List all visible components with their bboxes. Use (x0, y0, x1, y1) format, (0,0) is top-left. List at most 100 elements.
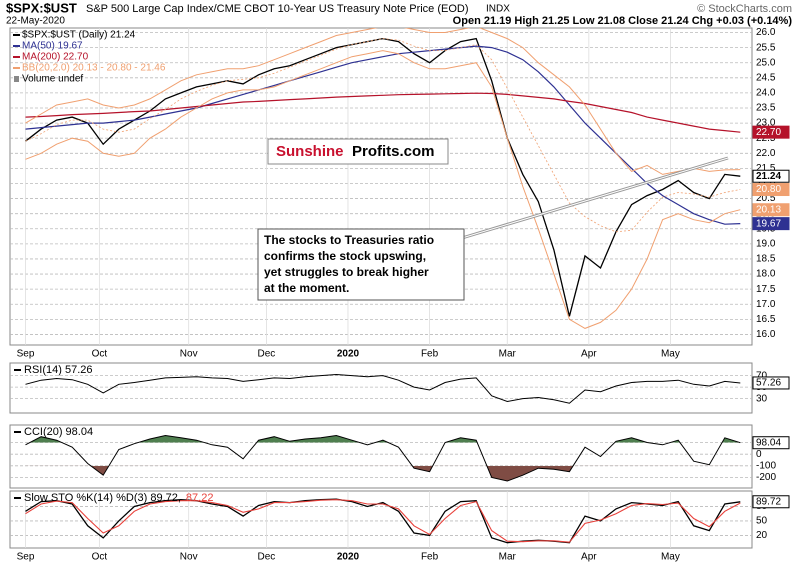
y-tick-label: 23.5 (756, 103, 776, 114)
value-box (752, 169, 790, 183)
value-box (752, 183, 790, 197)
value-box-label: 20.80 (756, 184, 781, 195)
value-box-label: 19.67 (756, 218, 781, 229)
series-line (25, 38, 741, 233)
panel-frame (9, 362, 753, 414)
x-tick-label: Mar (499, 552, 517, 563)
y-tick-label: 22.0 (756, 148, 776, 159)
logo-box (267, 138, 449, 165)
y-tick-label: 17.0 (756, 299, 776, 310)
chart-subtitle: S&P 500 Large Cap Index/CME CBOT 10-Year… (86, 3, 469, 15)
copyright: © StockCharts.com (697, 3, 792, 15)
series-line (25, 499, 741, 543)
legend-label: 87.22 (186, 492, 214, 504)
y-tick-label: -200 (756, 472, 776, 483)
x-tick-label: 2020 (337, 349, 360, 360)
value-box-label: 89.72 (756, 496, 781, 507)
y-tick-label: 0 (756, 449, 762, 460)
value-box (752, 217, 790, 231)
annotation: yet struggles to break higher (264, 265, 429, 279)
oversold-area (90, 465, 574, 481)
y-tick-label: 19.0 (756, 239, 776, 250)
y-tick-label: 18.5 (756, 254, 776, 265)
annotation: confirms the stock upswing, (264, 249, 426, 263)
series-line (25, 434, 741, 482)
y-tick-label: 24.0 (756, 88, 776, 99)
exchange: INDX (486, 4, 510, 15)
value-box (752, 376, 790, 390)
plot-area (10, 373, 752, 404)
overbought-area (25, 435, 741, 443)
trend-line-inner (461, 157, 729, 239)
value-box-label: 20.13 (756, 204, 781, 215)
series-line (25, 28, 741, 175)
value-box (752, 495, 790, 509)
chart-title: $SPX:$UST (6, 0, 77, 15)
y-tick-label: 70 (756, 370, 768, 381)
value-box-label: 21.24 (756, 171, 781, 182)
y-tick-label: 26.0 (756, 27, 776, 38)
x-tick-label: 2020 (337, 552, 360, 563)
value-box (752, 203, 790, 217)
y-tick-label: 20 (756, 530, 768, 541)
logo-text: Profits.com (352, 143, 435, 160)
value-box-label: 57.26 (756, 378, 781, 389)
plot-area (10, 434, 752, 482)
x-tick-label: Dec (257, 349, 275, 360)
x-tick-label: May (661, 552, 680, 563)
legend-swatch (14, 76, 19, 82)
y-tick-label: 16.5 (756, 314, 776, 325)
y-tick-label: 30 (756, 393, 768, 404)
value-box-label: 22.70 (756, 127, 781, 138)
date: 22-May-2020 (6, 16, 65, 27)
series-line (25, 92, 741, 133)
series-line (25, 45, 741, 225)
x-tick-label: Apr (581, 349, 597, 360)
value-box-label: 98.04 (756, 437, 781, 448)
y-tick-label: 21.5 (756, 163, 776, 174)
legend-label: RSI(14) 57.26 (24, 364, 92, 376)
y-tick-label: 23.0 (756, 118, 776, 129)
annotation: at the moment. (264, 281, 349, 295)
x-tick-label: May (661, 349, 680, 360)
quote: Open 21.19 High 21.25 Low 21.08 Close 21… (453, 15, 793, 27)
x-tick-label: Nov (180, 349, 198, 360)
x-tick-label: Apr (581, 552, 597, 563)
plot-area (10, 28, 752, 345)
annotation: The stocks to Treasuries ratio (264, 233, 434, 247)
legend-label: BB(20,2.0) 20.13 - 20.80 - 21.46 (22, 63, 166, 74)
panel-frame (9, 424, 753, 489)
panel-frame (9, 490, 753, 549)
x-tick-label: Oct (92, 349, 108, 360)
y-tick-label: 20.5 (756, 193, 776, 204)
plot-area (10, 491, 752, 548)
x-tick-label: Feb (421, 349, 439, 360)
x-tick-label: Feb (421, 552, 439, 563)
x-tick-label: Sep (17, 552, 35, 563)
y-tick-label: 16.0 (756, 329, 776, 340)
legend-label: Volume undef (22, 74, 83, 85)
value-box (752, 125, 790, 139)
trend-line (461, 156, 729, 240)
y-tick-label: 25.5 (756, 42, 776, 53)
annotation-box (257, 228, 465, 301)
x-tick-label: Dec (257, 552, 275, 563)
legend-label: MA(200) 22.70 (22, 52, 89, 63)
legend-label: CCI(20) 98.04 (24, 426, 93, 438)
x-tick-label: Mar (499, 349, 517, 360)
series-line (25, 498, 741, 544)
y-tick-label: 25.0 (756, 57, 776, 68)
y-tick-label: 50 (756, 516, 768, 527)
value-box (752, 436, 790, 450)
x-tick-label: Sep (17, 349, 35, 360)
y-tick-label: 18.0 (756, 269, 776, 280)
x-tick-label: Oct (92, 552, 108, 563)
y-tick-label: 17.5 (756, 284, 776, 295)
legend-label: Slow STO %K(14) %D(3) 89.72, (24, 492, 181, 504)
series-line (25, 50, 741, 329)
series-line (25, 373, 741, 404)
legend-label: MA(50) 19.67 (22, 41, 83, 52)
legend-label: $SPX:$UST (Daily) 21.24 (22, 30, 136, 41)
